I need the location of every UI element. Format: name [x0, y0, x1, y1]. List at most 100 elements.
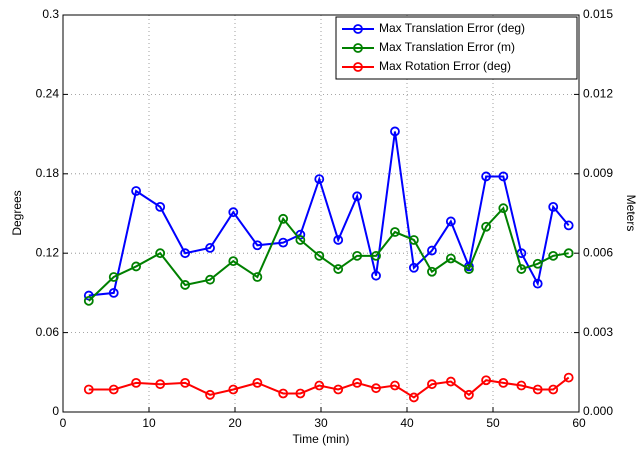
- data-point: [205, 274, 215, 285]
- data-point: [371, 270, 381, 281]
- legend-label: Max Translation Error (deg): [379, 21, 525, 35]
- legend: Max Translation Error (deg) Max Translati…: [335, 16, 578, 80]
- data-point: [408, 392, 419, 403]
- data-point: [352, 250, 363, 261]
- data-point: [498, 203, 509, 214]
- data-point: [295, 235, 306, 245]
- data-point: [205, 243, 215, 253]
- data-point: [352, 191, 363, 202]
- plot-area: [63, 15, 579, 412]
- y-tick-label: 0.12: [36, 245, 60, 259]
- data-point: [155, 201, 166, 212]
- legend-marker: [353, 62, 363, 72]
- data-point: [548, 250, 559, 261]
- data-point: [252, 272, 263, 282]
- data-point: [408, 262, 419, 273]
- plot-frame: [62, 14, 580, 413]
- data-point: [445, 253, 456, 264]
- data-point: [131, 261, 142, 272]
- y2-tick-label: 0.000: [583, 404, 613, 418]
- data-point: [427, 379, 437, 390]
- data-point: [563, 220, 574, 231]
- data-point: [108, 287, 119, 298]
- data-point: [155, 248, 166, 259]
- y-tick-label: 0.24: [36, 87, 60, 101]
- data-point: [155, 379, 166, 390]
- data-point: [180, 248, 191, 259]
- data-point: [464, 389, 474, 400]
- series-line: [88, 376, 570, 399]
- data-point: [252, 240, 263, 251]
- x-tick-label: 50: [486, 416, 500, 430]
- data-point: [532, 384, 543, 395]
- data-point: [180, 280, 191, 290]
- legend-label: Max Rotation Error (deg): [379, 59, 511, 73]
- data-point: [205, 389, 215, 400]
- y-tick-label: 0.18: [36, 166, 60, 180]
- data-point: [228, 384, 239, 395]
- data-point: [464, 264, 474, 274]
- data-point: [108, 272, 119, 282]
- legend-label: Max Translation Error (m): [379, 40, 515, 54]
- y2-tick-label: 0.009: [583, 166, 613, 180]
- data-point: [498, 377, 509, 388]
- data-point: [390, 227, 400, 237]
- data-point: [278, 237, 289, 248]
- data-point: [408, 235, 419, 245]
- data-point: [390, 126, 400, 137]
- x-tick-label: 30: [314, 416, 328, 430]
- data-point: [333, 384, 344, 395]
- data-point: [180, 377, 191, 388]
- data-point: [548, 201, 559, 212]
- data-point: [445, 216, 456, 227]
- data-point: [516, 264, 527, 274]
- data-point: [532, 278, 543, 289]
- data-point: [516, 380, 527, 391]
- x-tick-label: 0: [60, 416, 67, 430]
- data-point: [131, 377, 142, 388]
- data-point: [481, 375, 492, 386]
- data-point: [445, 376, 456, 387]
- data-point: [314, 174, 325, 184]
- data-point: [427, 266, 437, 277]
- legend-marker: [353, 24, 363, 34]
- data-point: [390, 380, 400, 391]
- data-point: [352, 377, 363, 388]
- x-tick-label: 60: [572, 416, 586, 430]
- y-axis-label: Degrees: [10, 190, 24, 235]
- data-point: [563, 372, 574, 383]
- data-point: [278, 388, 289, 399]
- y-tick-label: 0.3: [42, 7, 59, 21]
- data-point: [481, 221, 492, 232]
- y-tick-label: 0.06: [36, 325, 60, 339]
- y2-tick-label: 0.012: [583, 87, 613, 101]
- series-line: [88, 206, 569, 302]
- data-point: [108, 384, 119, 395]
- legend-marker: [353, 43, 363, 53]
- y2-tick-label: 0.015: [583, 7, 613, 21]
- y2-tick-label: 0.003: [583, 325, 613, 339]
- x-tick-label: 10: [142, 416, 156, 430]
- x-tick-label: 20: [228, 416, 242, 430]
- x-tick-label: 40: [400, 416, 414, 430]
- y-tick-label: 0: [52, 404, 59, 418]
- data-point: [228, 207, 239, 218]
- y2-axis-label: Meters: [624, 195, 636, 232]
- data-point: [83, 384, 94, 395]
- data-point: [333, 264, 344, 274]
- data-point: [252, 377, 263, 388]
- data-point: [498, 171, 509, 182]
- series-line: [88, 131, 570, 297]
- data-point: [83, 295, 94, 306]
- data-point: [481, 171, 492, 182]
- data-point: [563, 248, 574, 259]
- data-point: [333, 235, 344, 245]
- legend-box: [335, 16, 578, 80]
- data-point: [314, 380, 325, 391]
- data-point: [314, 250, 325, 261]
- data-point: [548, 384, 559, 395]
- data-point: [228, 256, 239, 267]
- data-point: [131, 186, 142, 196]
- data-point: [427, 245, 437, 256]
